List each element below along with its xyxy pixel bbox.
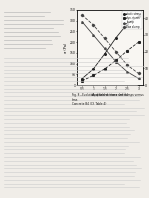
dyn. stress [92, 74, 94, 77]
slump [92, 34, 94, 36]
static stress [126, 23, 128, 25]
dyn. stress [81, 80, 83, 82]
Text: Fig. 8—Evolution of field stresses and slumps versus time.
Concrete B4 (Cf. Tabl: Fig. 8—Evolution of field stresses and s… [72, 93, 143, 106]
X-axis label: Apparent time (min): Apparent time (min) [92, 93, 128, 97]
flow slump [138, 72, 139, 75]
flow slump [92, 24, 94, 26]
static stress [81, 77, 83, 80]
dyn. stress [104, 68, 105, 70]
slump [138, 77, 139, 80]
Line: dyn. stress: dyn. stress [81, 41, 139, 82]
Line: slump: slump [81, 21, 139, 79]
flow slump [115, 50, 117, 53]
slump [104, 47, 105, 50]
dyn. stress [115, 59, 117, 62]
slump [81, 20, 83, 23]
Line: static stress: static stress [81, 15, 139, 80]
flow slump [81, 14, 83, 16]
Y-axis label: σ (Pa): σ (Pa) [64, 42, 68, 53]
Line: flow slump: flow slump [81, 14, 139, 74]
static stress [92, 68, 94, 70]
slump [115, 61, 117, 63]
static stress [104, 53, 105, 55]
static stress [138, 15, 139, 18]
dyn. stress [126, 50, 128, 52]
flow slump [126, 64, 128, 66]
static stress [115, 37, 117, 39]
flow slump [104, 37, 105, 40]
dyn. stress [138, 41, 139, 43]
slump [126, 70, 128, 73]
Legend: static stress, dyn. stress, slump, flow slump: static stress, dyn. stress, slump, flow … [122, 11, 142, 29]
